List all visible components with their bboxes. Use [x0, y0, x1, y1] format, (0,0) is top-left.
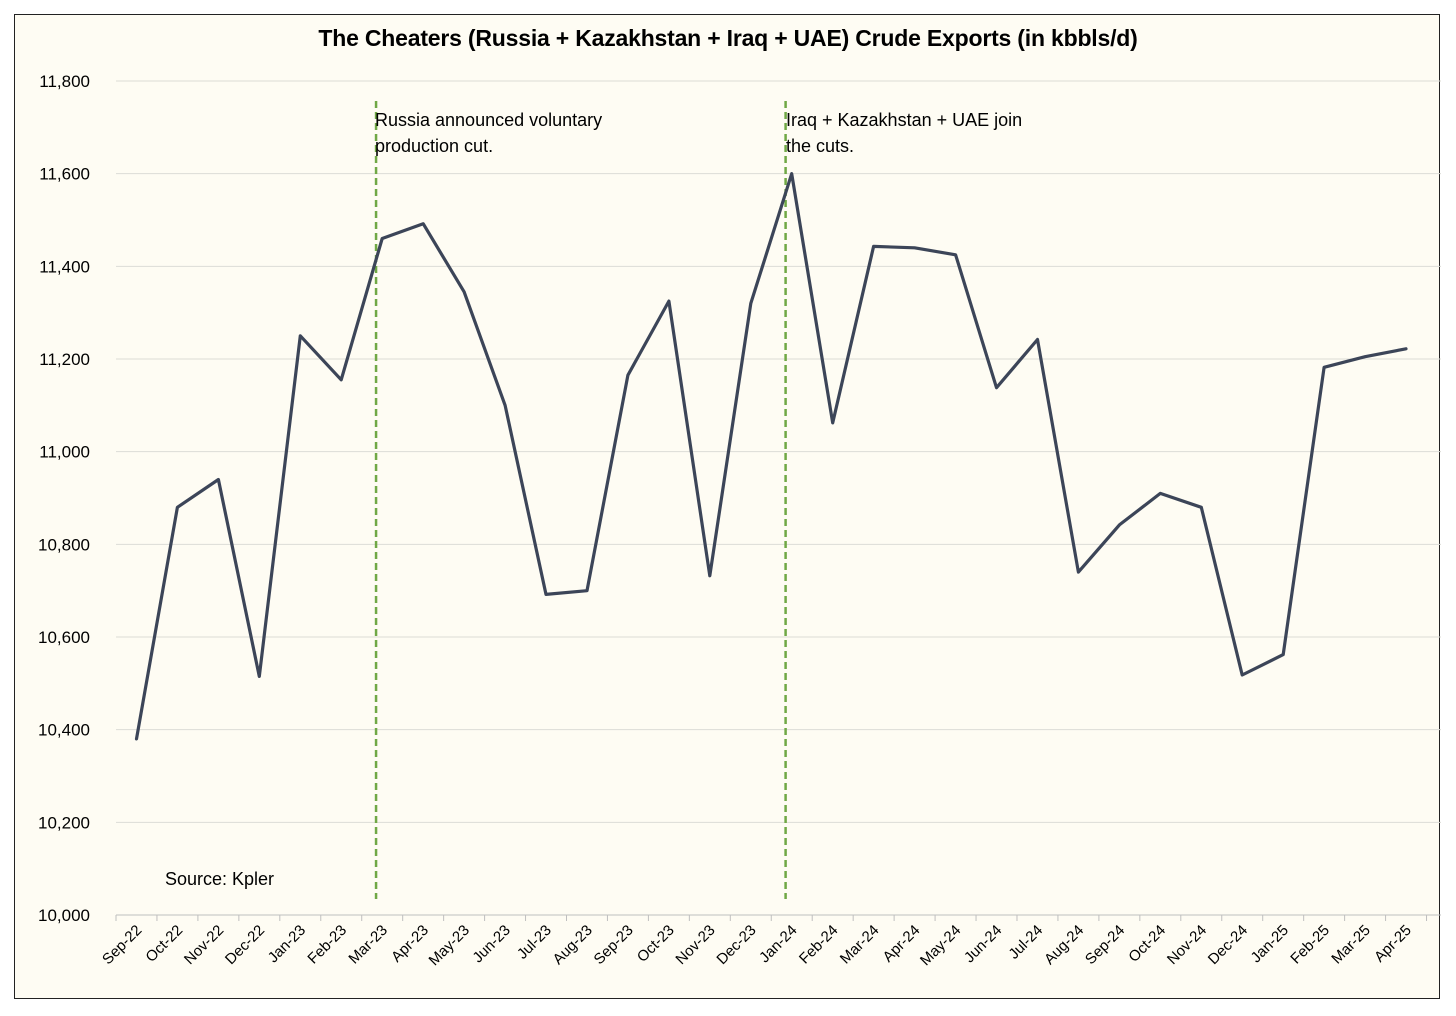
y-tick-label: 10,800 [38, 535, 90, 554]
data-point [749, 301, 753, 305]
y-tick-label: 10,600 [38, 628, 90, 647]
x-tick-label: Nov-22 [181, 922, 227, 968]
data-point [1363, 355, 1367, 359]
x-tick-label: Oct-22 [142, 922, 186, 966]
data-point [339, 378, 343, 382]
annotation-iraq-line2: the cuts. [786, 136, 855, 156]
data-point [380, 237, 384, 241]
x-tick-label: Jan-24 [756, 922, 800, 966]
data-point [1035, 338, 1039, 342]
data-point [790, 172, 794, 176]
x-tick-label: May-23 [426, 922, 473, 969]
data-point [1076, 570, 1080, 574]
annotation-russia-line2: production cut. [375, 136, 494, 156]
chart-frame: The Cheaters (Russia + Kazakhstan + Iraq… [14, 14, 1441, 999]
data-point [995, 386, 999, 390]
data-point [1199, 505, 1203, 509]
data-point [462, 290, 466, 294]
y-tick-label: 11,000 [39, 443, 90, 462]
data-point [134, 737, 138, 741]
data-point [1281, 653, 1285, 657]
x-tick-label: Dec-23 [713, 922, 759, 968]
data-point [298, 334, 302, 338]
x-tick-label: Apr-24 [880, 922, 924, 966]
x-tick-label: Mar-23 [345, 922, 391, 968]
x-tick-label: Aug-24 [1041, 922, 1087, 968]
source-note: Source: Kpler [165, 869, 275, 889]
y-tick-label: 10,400 [38, 721, 90, 740]
data-point [872, 244, 876, 248]
data-point [1158, 491, 1162, 495]
series-line-exports [134, 172, 1408, 741]
x-tick-label: Feb-23 [304, 922, 350, 968]
x-tick-label: Jul-23 [514, 922, 555, 963]
data-point [175, 505, 179, 509]
chart-title: The Cheaters (Russia + Kazakhstan + Iraq… [318, 25, 1138, 51]
x-tick-label: Jun-24 [961, 922, 1005, 966]
x-tick-label: Dec-24 [1205, 922, 1251, 968]
y-tick-label: 11,600 [39, 165, 90, 184]
annotation-iraq-line1: Iraq + Kazakhstan + UAE join [786, 110, 1023, 130]
x-tick-label: Jan-23 [265, 922, 309, 966]
data-point [831, 421, 835, 425]
data-point [1322, 365, 1326, 369]
x-tick-label: Jun-23 [469, 922, 513, 966]
data-point [1117, 523, 1121, 527]
line-chart: 10,000 10,200 10,400 10,600 10,800 11,000 11,2… [38, 72, 1441, 969]
data-point [421, 222, 425, 226]
x-tick-label: Oct-23 [634, 922, 678, 966]
data-point [1404, 347, 1408, 351]
data-point [1240, 673, 1244, 677]
y-tick-label: 11,400 [39, 257, 90, 276]
x-tick-label: Sep-22 [99, 922, 145, 968]
x-tick-label: Jul-24 [1005, 922, 1046, 963]
data-point [257, 674, 261, 678]
x-tick-label: Nov-24 [1164, 922, 1210, 968]
y-tick-label: 10,200 [38, 813, 90, 832]
x-tick-label: Oct-24 [1125, 922, 1169, 966]
x-tick-label: Apr-25 [1371, 922, 1415, 966]
x-tick-label: May-24 [917, 922, 964, 969]
data-point [954, 253, 958, 257]
data-point [667, 299, 671, 303]
annotation-iraq-kaz-uae-cut: Iraq + Kazakhstan + UAE join the cuts. [786, 107, 1022, 159]
x-tick-label: Feb-24 [796, 922, 842, 968]
y-tick-label: 11,800 [39, 72, 90, 91]
x-tick-label: Nov-23 [672, 922, 718, 968]
data-point [913, 246, 917, 250]
annotation-russia-cut: Russia announced voluntary production cu… [375, 107, 602, 159]
data-point [216, 477, 220, 481]
x-tick-label: Aug-23 [550, 922, 596, 968]
x-tick-label: Dec-22 [222, 922, 268, 968]
data-point [544, 592, 548, 596]
data-point [708, 574, 712, 578]
x-tick-label: Sep-23 [591, 922, 637, 968]
data-point [503, 403, 507, 407]
data-point [585, 589, 589, 593]
x-tick-label: Mar-24 [837, 922, 883, 968]
data-point [626, 373, 630, 377]
x-tick-label: Sep-24 [1082, 922, 1128, 968]
x-tick-label: Jan-25 [1248, 922, 1292, 966]
y-tick-label: 11,200 [39, 350, 90, 369]
x-tick-label: Apr-23 [388, 922, 432, 966]
x-tick-label: Feb-25 [1287, 922, 1333, 968]
annotation-russia-line1: Russia announced voluntary [375, 110, 603, 130]
x-tick-label: Mar-25 [1328, 922, 1374, 968]
y-tick-label: 10,000 [38, 906, 90, 925]
